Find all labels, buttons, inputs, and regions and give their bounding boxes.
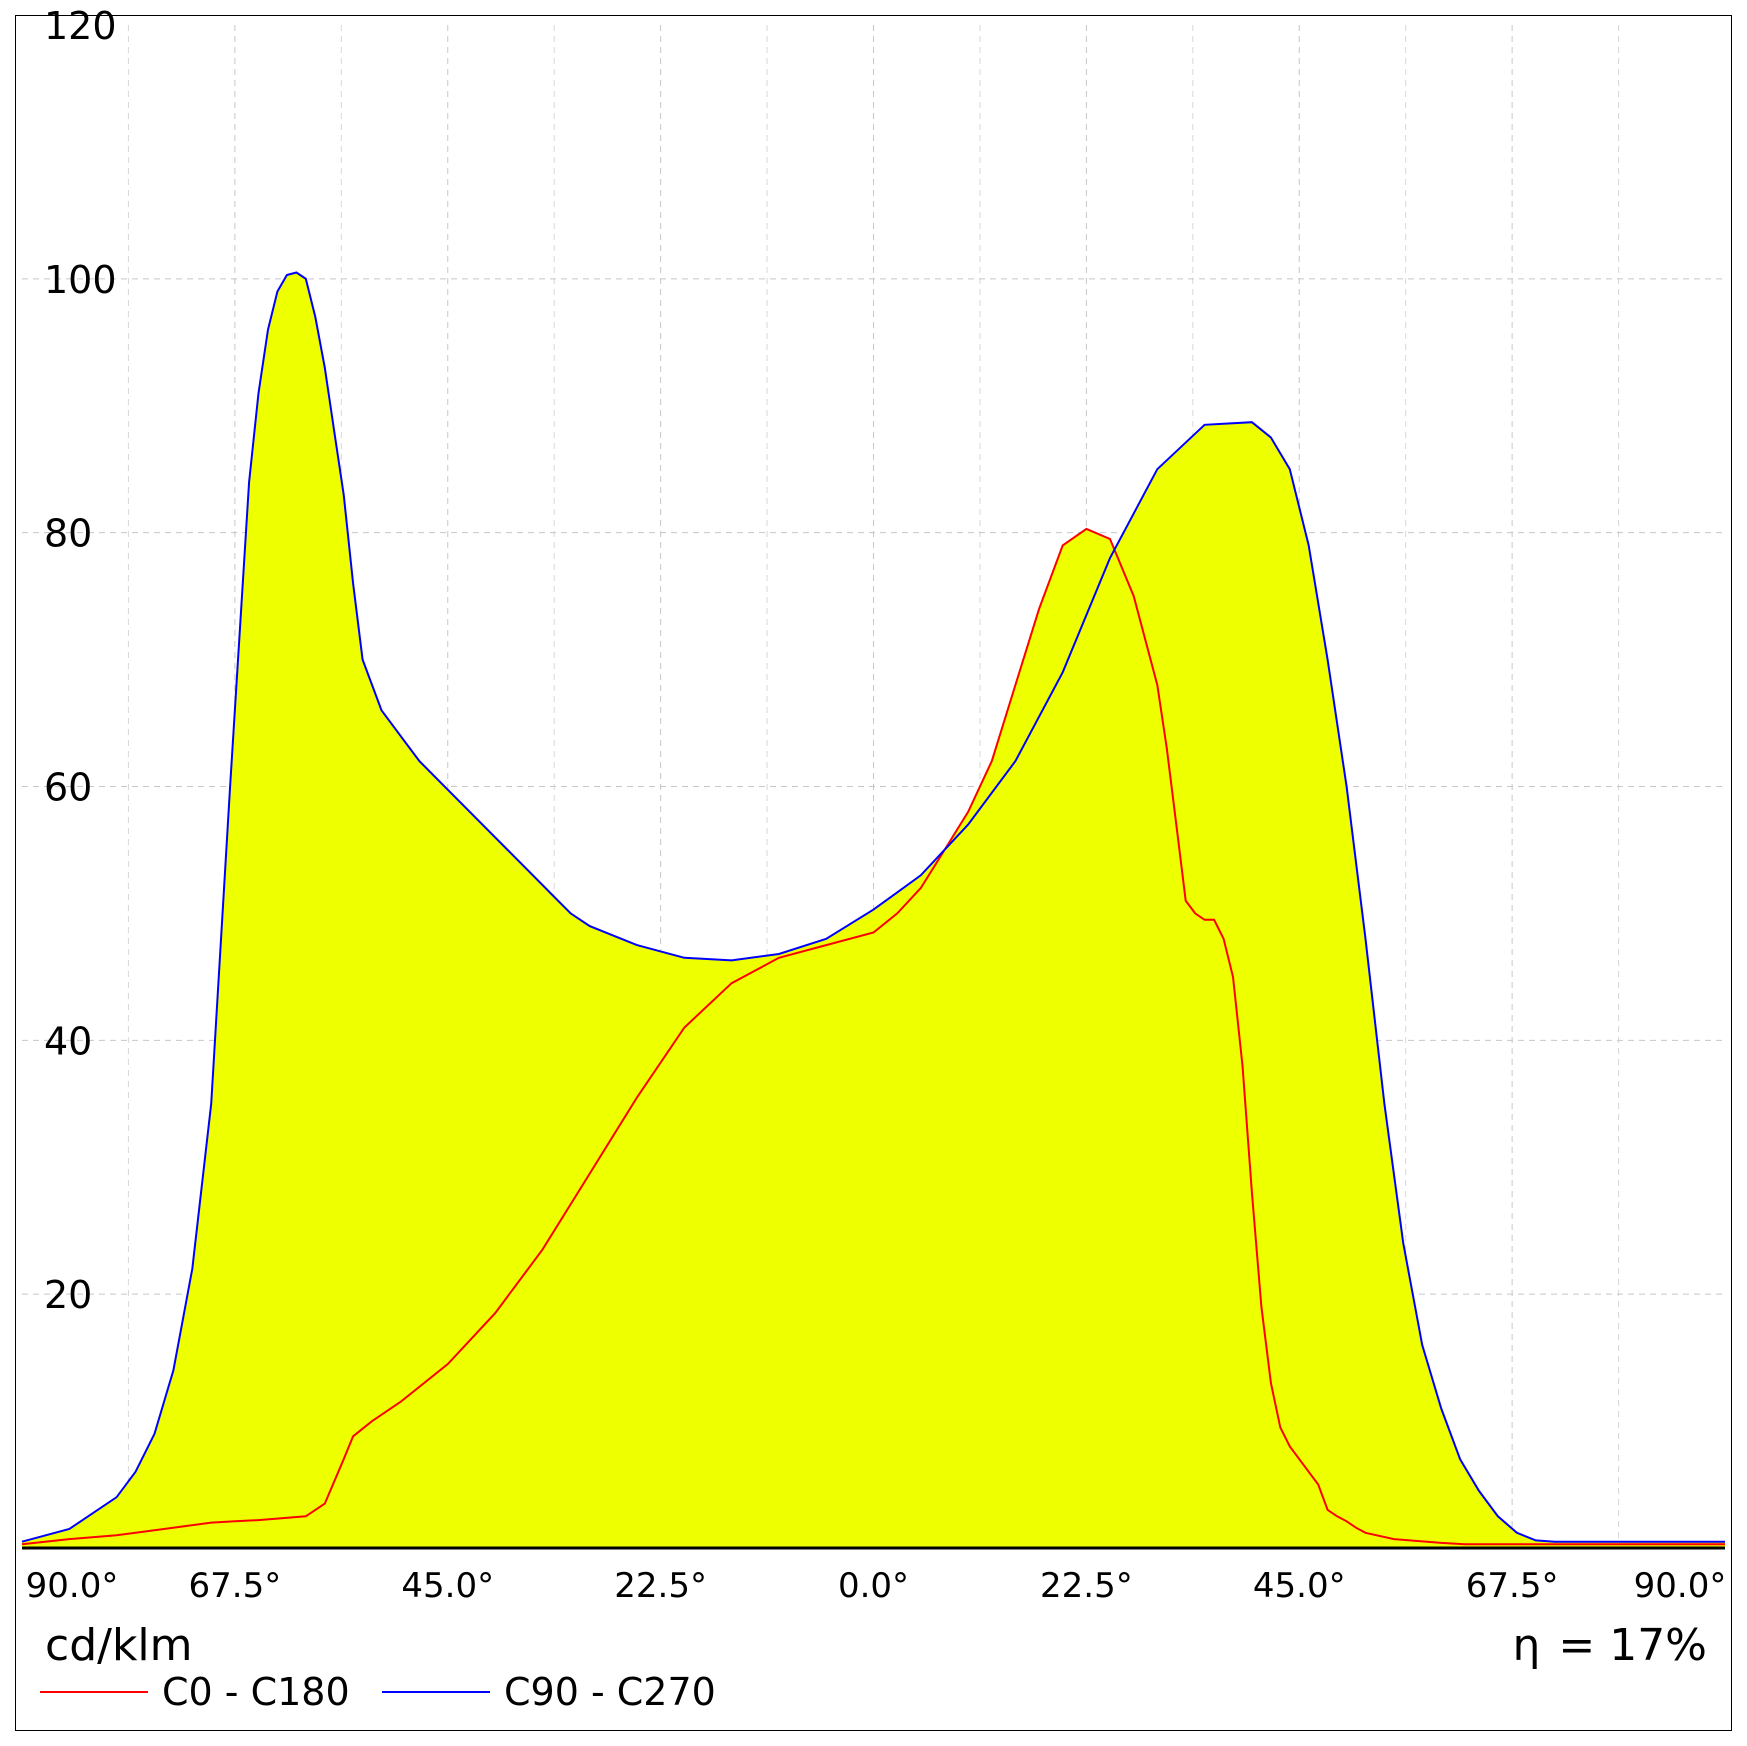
x-tick-label: 0.0° [838, 1566, 909, 1606]
x-tick-labels: 90.0° 67.5° 45.0° 22.5° 0.0° 22.5° 45.0° 67.5° 9… [26, 1566, 1727, 1606]
efficiency-symbol: η [1512, 1620, 1541, 1671]
y-tick-labels: 20 40 60 80 100 120 [44, 4, 117, 1317]
y-tick-label: 40 [44, 1019, 92, 1063]
series-line-c0-c180 [21, 527, 1725, 1546]
y-tick-label: 80 [44, 512, 92, 556]
x-tick-label: 45.0° [401, 1566, 494, 1606]
legend-item-c0-c180: C0 - C180 [40, 1670, 350, 1714]
x-tick-label: 22.5° [1040, 1566, 1133, 1606]
efficiency-label: η = 17% [1512, 1620, 1707, 1671]
y-tick-label: 100 [44, 258, 117, 302]
y-tick-label: 120 [44, 4, 117, 48]
legend-item-c90-c270: C90 - C270 [382, 1670, 716, 1714]
x-tick-label: 67.5° [1466, 1566, 1559, 1606]
chart-frame [15, 15, 1732, 1731]
legend-label-c90-c270: C90 - C270 [504, 1670, 716, 1714]
x-tick-label: 67.5° [189, 1566, 282, 1606]
x-tick-label: 45.0° [1253, 1566, 1346, 1606]
x-tick-label: 22.5° [614, 1566, 707, 1606]
y-tick-label: 20 [44, 1273, 92, 1317]
legend-label-c0-c180: C0 - C180 [162, 1670, 350, 1714]
unit-label: cd/klm [45, 1620, 193, 1671]
y-tick-label: 60 [44, 766, 92, 810]
x-tick-label: 90.0° [1634, 1566, 1727, 1606]
series-line-c90-c270 [21, 271, 1725, 1543]
legend-swatch-c90-c270 [382, 1691, 490, 1693]
efficiency-value: = 17% [1558, 1620, 1707, 1671]
x-tick-label: 90.0° [26, 1566, 119, 1606]
legend-swatch-c0-c180 [40, 1691, 148, 1693]
